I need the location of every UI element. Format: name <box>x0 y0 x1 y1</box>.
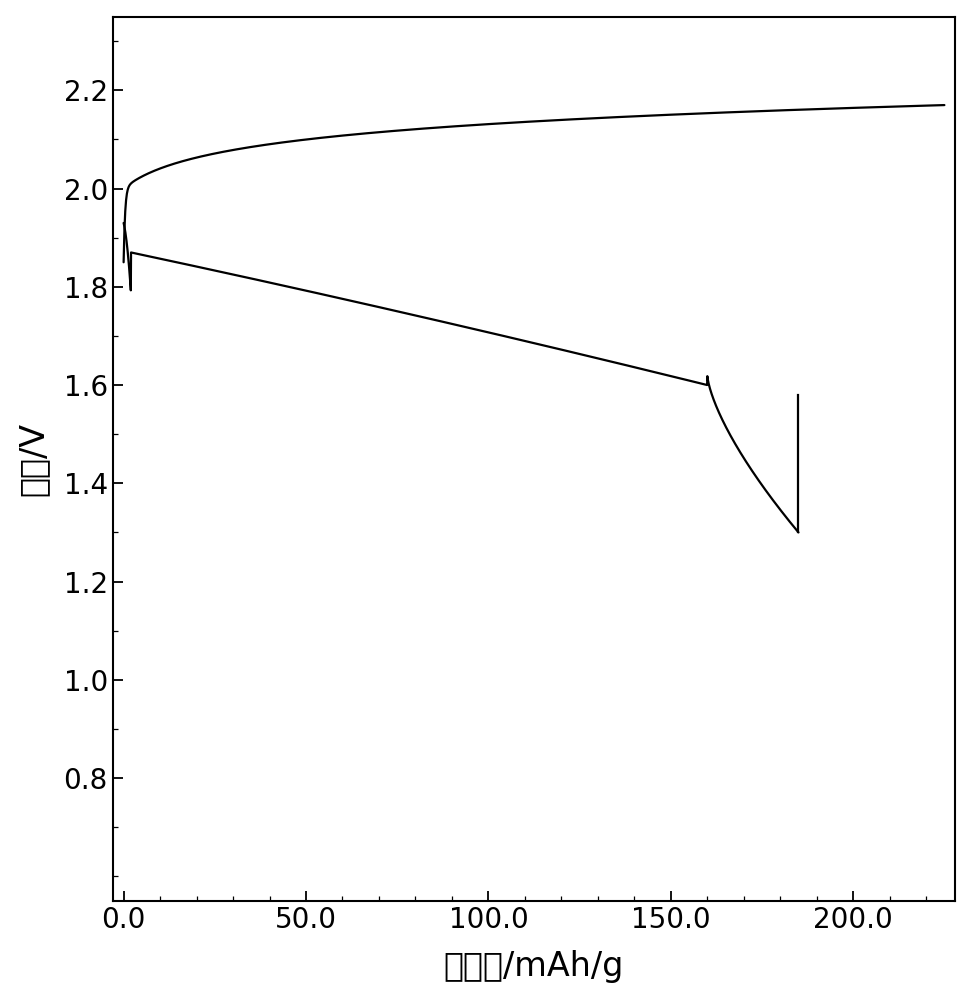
X-axis label: 比容量/mAh/g: 比容量/mAh/g <box>444 950 624 983</box>
Y-axis label: 电压/V: 电压/V <box>17 422 50 496</box>
